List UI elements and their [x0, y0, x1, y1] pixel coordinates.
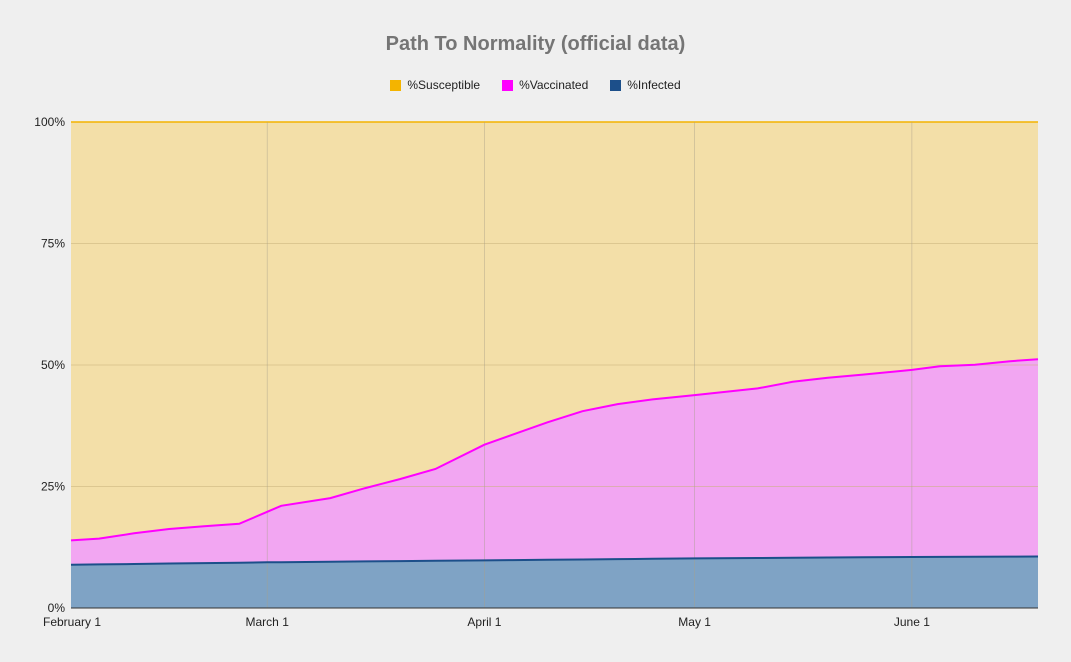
area-infected [71, 556, 1038, 608]
legend-swatch-susceptible [390, 79, 402, 91]
legend-item-susceptible[interactable]: %Susceptible [390, 78, 480, 92]
y-tick-label: 0% [48, 601, 66, 615]
x-tick-label: May 1 [678, 615, 711, 629]
legend-item-vaccinated[interactable]: %Vaccinated [502, 78, 588, 92]
x-tick-label: June 1 [894, 615, 930, 629]
line-infected [70, 555, 1039, 566]
legend-swatch-infected [610, 79, 622, 91]
x-tick-label: April 1 [467, 615, 501, 629]
x-tick-label: March 1 [246, 615, 290, 629]
y-tick-label: 75% [41, 237, 65, 251]
legend: %Susceptible %Vaccinated %Infected [0, 78, 1071, 92]
y-tick-label: 50% [41, 358, 65, 372]
line-vaccinated [70, 358, 1039, 542]
legend-label-susceptible: %Susceptible [407, 78, 481, 92]
area-vaccinated [71, 359, 1038, 565]
legend-label-infected: %Infected [627, 78, 681, 92]
legend-swatch-vaccinated [502, 79, 514, 91]
legend-item-infected[interactable]: %Infected [610, 78, 681, 92]
y-tick-label: 100% [34, 115, 65, 129]
legend-label-vaccinated: %Vaccinated [519, 78, 589, 92]
x-tick-label: February 1 [43, 615, 101, 629]
y-tick-label: 25% [41, 480, 65, 494]
chart-title: Path To Normality (official data) [385, 33, 686, 55]
